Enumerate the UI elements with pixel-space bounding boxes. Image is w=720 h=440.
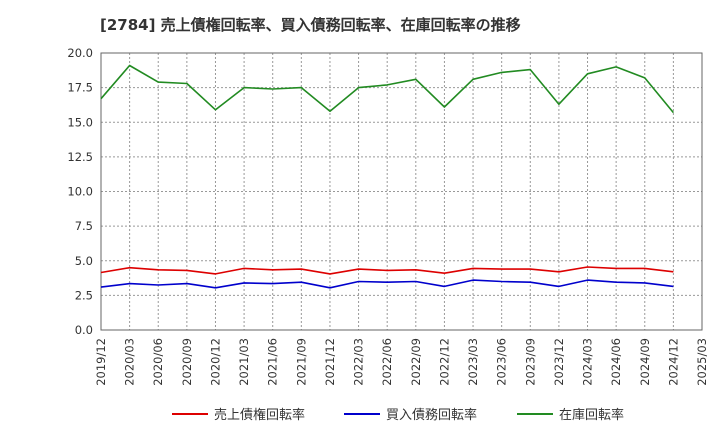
legend-label: 在庫回転率 bbox=[559, 407, 624, 423]
x-tick-label: 2022/12 bbox=[437, 338, 451, 386]
x-tick-label: 2023/03 bbox=[466, 338, 480, 386]
x-axis-ticks: 2019/12 2020/03 2020/06 2020/09 2020/12 2021/… bbox=[94, 338, 709, 386]
y-tick-label: 2.5 bbox=[75, 288, 93, 302]
x-tick-label: 2021/03 bbox=[237, 338, 251, 386]
series-lines bbox=[100, 64, 675, 289]
y-tick-label: 15.0 bbox=[67, 115, 93, 129]
y-tick-label: 0.0 bbox=[75, 323, 93, 337]
x-tick-label: 2023/09 bbox=[523, 338, 537, 386]
x-tick-label: 2023/06 bbox=[495, 338, 509, 386]
series-line bbox=[100, 266, 674, 275]
x-tick-label: 2021/09 bbox=[294, 338, 308, 386]
legend-label: 買入債務回転率 bbox=[386, 407, 477, 423]
series-line bbox=[100, 279, 674, 289]
x-tick-label: 2024/03 bbox=[581, 338, 595, 386]
y-tick-label: 5.0 bbox=[75, 254, 93, 268]
y-axis-ticks: 0.0 2.5 5.0 7.5 10.0 12.5 15.0 17.5 20.0 bbox=[67, 46, 93, 337]
x-tick-label: 2022/09 bbox=[409, 338, 423, 386]
y-tick-label: 17.5 bbox=[67, 81, 93, 95]
y-tick-label: 10.0 bbox=[67, 185, 93, 199]
x-tick-label: 2020/06 bbox=[151, 338, 165, 386]
x-tick-label: 2025/03 bbox=[695, 338, 709, 386]
y-tick-label: 7.5 bbox=[75, 219, 93, 233]
x-tick-label: 2019/12 bbox=[94, 338, 108, 386]
x-tick-label: 2020/09 bbox=[180, 338, 194, 386]
legend: 売上債権回転率 買入債務回転率 在庫回転率 bbox=[172, 407, 624, 423]
x-tick-label: 2020/03 bbox=[123, 338, 137, 386]
grid bbox=[100, 52, 703, 331]
x-tick-label: 2022/03 bbox=[352, 338, 366, 386]
x-tick-label: 2021/06 bbox=[266, 338, 280, 386]
x-tick-label: 2022/06 bbox=[380, 338, 394, 386]
x-tick-label: 2021/12 bbox=[323, 338, 337, 386]
y-tick-label: 20.0 bbox=[67, 46, 93, 60]
x-tick-label: 2024/09 bbox=[638, 338, 652, 386]
x-tick-label: 2024/12 bbox=[666, 338, 680, 386]
y-tick-label: 12.5 bbox=[67, 150, 93, 164]
series-line bbox=[100, 64, 675, 114]
x-tick-label: 2020/12 bbox=[208, 338, 222, 386]
plot-frame bbox=[100, 52, 703, 331]
x-tick-label: 2023/12 bbox=[552, 338, 566, 386]
legend-label: 売上債権回転率 bbox=[214, 407, 305, 423]
x-tick-label: 2024/06 bbox=[609, 338, 623, 386]
chart-title: [2784] 売上債権回転率、買入債務回転率、在庫回転率の推移 bbox=[100, 16, 521, 34]
